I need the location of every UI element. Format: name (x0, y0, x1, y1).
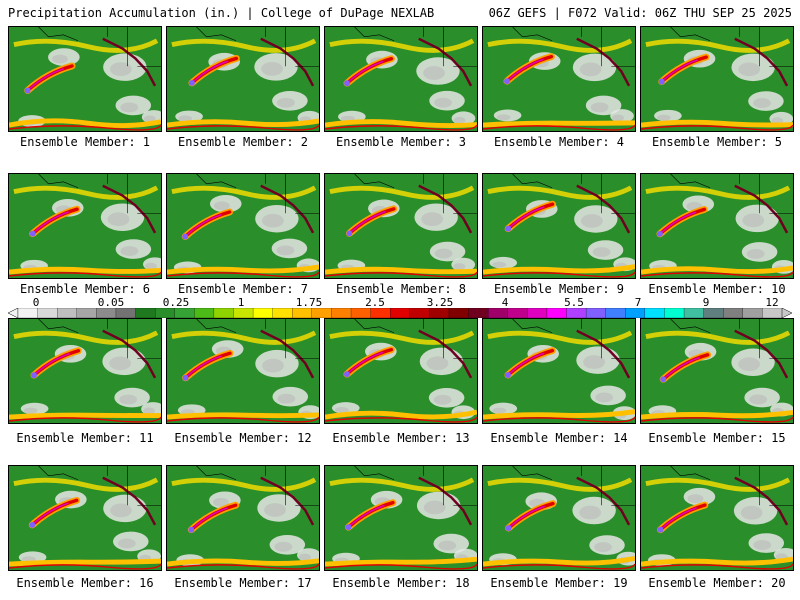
ensemble-member-label: Ensemble Member: 3 (335, 135, 467, 149)
ensemble-map-panel (640, 318, 794, 424)
ensemble-map-panel (8, 173, 162, 279)
ensemble-map-panel (640, 465, 794, 571)
ensemble-map-panel (482, 465, 636, 571)
ensemble-map-panel (324, 26, 478, 132)
ensemble-map-panel (482, 318, 636, 424)
ensemble-member-label: Ensemble Member: 2 (177, 135, 309, 149)
color-legend-tick-label: 0.05 (97, 296, 125, 309)
color-legend-tick-label: 1 (237, 296, 245, 309)
ensemble-member-label: Ensemble Member: 8 (335, 282, 467, 296)
ensemble-member-label: Ensemble Member: 15 (648, 431, 786, 445)
color-legend-swatch (350, 308, 372, 318)
ensemble-map-panel (166, 318, 320, 424)
color-legend-swatch (566, 308, 587, 318)
color-legend-swatch (762, 308, 783, 318)
ensemble-member-label: Ensemble Member: 18 (332, 576, 470, 590)
run-valid-time: 06Z GEFS | F072 Valid: 06Z THU SEP 25 20… (488, 6, 792, 20)
ensemble-member-label: Ensemble Member: 5 (651, 135, 783, 149)
color-legend-swatch (174, 308, 195, 318)
color-legend-tick-label: 7 (634, 296, 642, 309)
ensemble-member-label: Ensemble Member: 20 (648, 576, 786, 590)
page-header: Precipitation Accumulation (in.) | Colle… (8, 6, 792, 22)
ensemble-member-label: Ensemble Member: 12 (174, 431, 312, 445)
color-legend-swatch (37, 308, 58, 318)
color-legend-swatch (96, 308, 117, 318)
ensemble-map-panel (166, 173, 320, 279)
color-legend-ticks: 0 0.05 0.25 1 1.75 2.5 3.25 4 5.5 7 9 12 (8, 296, 792, 309)
ensemble-map-panel (8, 318, 162, 424)
color-legend-swatch (292, 308, 313, 318)
color-legend-swatch (390, 308, 411, 318)
color-legend-swatch (252, 308, 274, 318)
color-legend-swatch (311, 308, 333, 318)
ensemble-map-panel (324, 318, 478, 424)
color-legend-swatch (8, 308, 19, 318)
color-legend-tick-label: 0.25 (162, 296, 190, 309)
ensemble-map-panel (482, 173, 636, 279)
color-legend-tick-label: 12 (765, 296, 779, 309)
ensemble-member-label: Ensemble Member: 6 (19, 282, 151, 296)
color-legend-swatch (664, 308, 685, 318)
color-legend: 0 0.05 0.25 1 1.75 2.5 3.25 4 5.5 7 9 12 (8, 296, 792, 318)
color-legend-swatch (527, 308, 548, 318)
color-legend-swatch (429, 308, 450, 318)
ensemble-member-label: Ensemble Member: 16 (16, 576, 154, 590)
ensemble-member-label: Ensemble Member: 11 (16, 431, 154, 445)
color-legend-swatch (723, 308, 744, 318)
ensemble-map-panel (324, 173, 478, 279)
color-legend-tick-label: 4 (501, 296, 509, 309)
ensemble-member-label: Ensemble Member: 10 (648, 282, 786, 296)
color-legend-tick-label: 5.5 (564, 296, 584, 309)
color-legend-swatch (57, 308, 78, 318)
ensemble-map-panel (8, 465, 162, 571)
product-title: Precipitation Accumulation (in.) | Colle… (8, 6, 435, 20)
ensemble-member-label: Ensemble Member: 14 (490, 431, 628, 445)
ensemble-map-panel (640, 26, 794, 132)
color-legend-tick-label: 1.75 (295, 296, 323, 309)
color-legend-swatch (683, 308, 705, 318)
color-legend-swatch (742, 308, 764, 318)
color-legend-swatch (448, 308, 470, 318)
color-legend-swatch (546, 308, 568, 318)
color-legend-swatch (625, 308, 646, 318)
color-legend-swatch (135, 308, 156, 318)
color-legend-swatch (331, 308, 352, 318)
color-legend-swatch (585, 308, 607, 318)
color-legend-swatch (488, 308, 509, 318)
color-legend-swatch (115, 308, 137, 318)
ensemble-map-panel (8, 26, 162, 132)
ensemble-member-label: Ensemble Member: 1 (19, 135, 151, 149)
ensemble-member-label: Ensemble Member: 17 (174, 576, 312, 590)
ensemble-map-panel (166, 26, 320, 132)
color-legend-tick-label: 3.25 (426, 296, 454, 309)
color-legend-swatch (507, 308, 528, 318)
color-legend-swatch (370, 308, 391, 318)
ensemble-map-panel (324, 465, 478, 571)
color-legend-swatch (194, 308, 215, 318)
ensemble-member-label: Ensemble Member: 19 (490, 576, 628, 590)
color-legend-swatch (17, 308, 39, 318)
color-legend-swatch (409, 308, 431, 318)
color-legend-swatch (644, 308, 666, 318)
color-legend-swatch (76, 308, 98, 318)
color-legend-swatch (468, 308, 489, 318)
color-legend-tick-label: 0 (32, 296, 40, 309)
color-legend-swatch (605, 308, 626, 318)
color-legend-swatch (781, 308, 792, 318)
color-legend-swatch (703, 308, 724, 318)
color-legend-swatch (213, 308, 235, 318)
color-legend-tick-label: 2.5 (365, 296, 385, 309)
color-legend-bar (8, 308, 792, 318)
ensemble-member-label: Ensemble Member: 4 (493, 135, 625, 149)
color-legend-tick-label: 9 (702, 296, 710, 309)
ensemble-map-panel (482, 26, 636, 132)
ensemble-member-label: Ensemble Member: 7 (177, 282, 309, 296)
ensemble-member-label: Ensemble Member: 9 (493, 282, 625, 296)
ensemble-map-panel (640, 173, 794, 279)
ensemble-map-panel (166, 465, 320, 571)
color-legend-swatch (272, 308, 293, 318)
color-legend-swatch (233, 308, 254, 318)
color-legend-swatch (154, 308, 176, 318)
ensemble-member-label: Ensemble Member: 13 (332, 431, 470, 445)
